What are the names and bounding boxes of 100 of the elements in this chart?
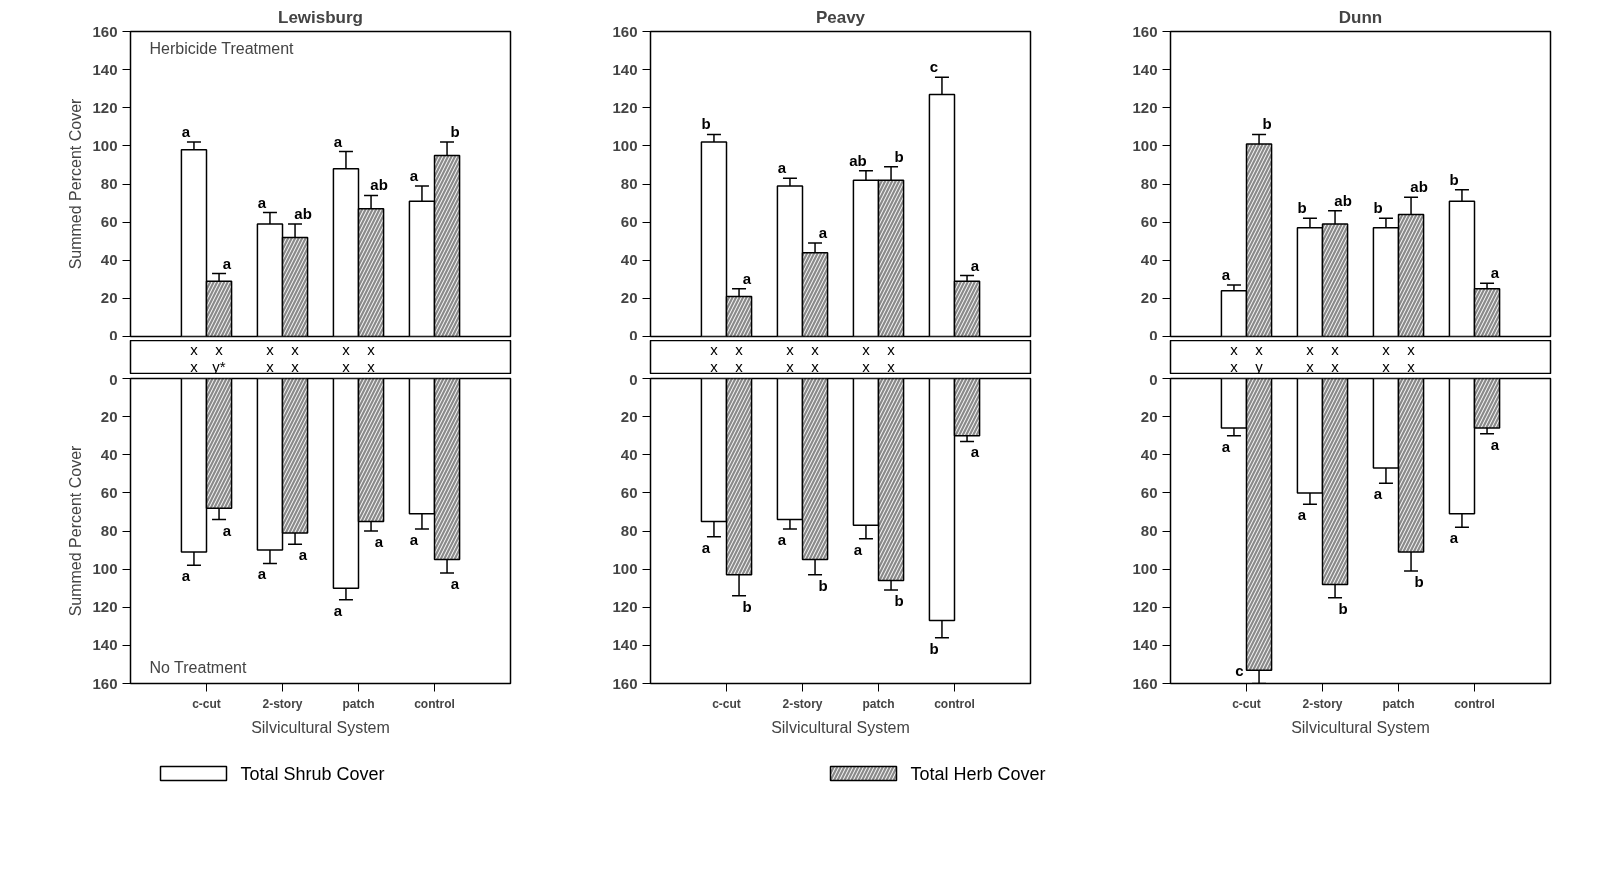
data-label: ab: [370, 176, 388, 194]
y-tick-label: 120: [1132, 98, 1158, 116]
data-label: ab: [1410, 178, 1428, 196]
data-label: a: [970, 443, 980, 461]
text: x: [342, 357, 351, 375]
y-tick-label: 60: [100, 483, 118, 501]
data-label: c: [929, 58, 939, 76]
data-label: b: [742, 597, 752, 615]
text: x: [1382, 357, 1391, 375]
y-tick-label: 0: [1149, 326, 1158, 344]
y-tick-label: 20: [620, 289, 638, 307]
data-label: a: [777, 531, 787, 549]
y-tick-label: 20: [1140, 407, 1158, 425]
x-tick-label: control: [414, 696, 455, 711]
data-label: a: [374, 533, 384, 550]
data-label: ab: [849, 151, 867, 169]
text: x: [1407, 357, 1416, 375]
y-tick-label: 80: [620, 175, 638, 192]
text: x: [1306, 340, 1315, 358]
legend-label: Total Shrub Cover: [240, 763, 385, 784]
text: x: [735, 340, 744, 358]
y-tick-label: 120: [92, 598, 118, 616]
x-tick-label: c-cut: [1232, 696, 1261, 711]
chart-title: Peavy: [815, 7, 866, 27]
data-label: a: [298, 546, 308, 564]
text: x: [342, 340, 351, 358]
y-tick-label: 60: [100, 213, 118, 231]
data-label: a: [1449, 529, 1459, 547]
text: x: [735, 357, 744, 375]
y-tick-label: 140: [1132, 636, 1158, 654]
data-label: b: [1262, 115, 1272, 133]
y-tick-label: 120: [1132, 598, 1158, 616]
y-tick-label: 160: [92, 674, 118, 692]
y-tick-label: 140: [612, 60, 638, 78]
text: x: [1407, 340, 1416, 358]
y-tick-label: 100: [1132, 136, 1158, 154]
data-label: a: [1373, 485, 1383, 503]
data-label: b: [1414, 573, 1424, 591]
data-label: a: [257, 565, 267, 583]
text: x: [1230, 357, 1239, 375]
y-tick-label: 160: [612, 674, 638, 692]
y-axis-title: Summed Percent Cover: [67, 444, 85, 617]
data-label: b: [818, 576, 828, 594]
text: x: [1255, 340, 1264, 358]
text: x: [291, 340, 300, 358]
y-tick-label: 40: [1140, 445, 1158, 463]
text: x: [887, 357, 896, 375]
text: x: [710, 340, 719, 358]
y-tick-label: 60: [1140, 213, 1158, 231]
y-tick-label: 80: [100, 522, 118, 539]
x-tick-label: patch: [862, 696, 895, 711]
data-label: a: [181, 567, 191, 585]
data-label: a: [1221, 437, 1231, 455]
chart-title: Dunn: [1338, 7, 1383, 27]
x-tick-label: c-cut: [712, 696, 741, 711]
data-label: ab: [294, 205, 312, 223]
text: x: [190, 357, 199, 375]
x-tick-label: 2-story: [262, 696, 303, 711]
data-label: a: [333, 601, 343, 619]
data-label: a: [742, 269, 752, 287]
x-axis-title: Silvicultural System: [771, 718, 910, 736]
y-tick-label: 80: [100, 175, 118, 192]
y-tick-label: 40: [100, 445, 118, 463]
y-tick-label: 40: [1140, 251, 1158, 269]
x-tick-label: 2-story: [782, 696, 823, 711]
legend-label: Total Herb Cover: [910, 763, 1046, 784]
text: x: [786, 357, 795, 375]
data-label: b: [1373, 199, 1383, 217]
y-tick-label: 160: [1132, 22, 1158, 40]
data-label: a: [257, 193, 267, 211]
data-label: a: [409, 166, 419, 184]
y-tick-label: 140: [92, 636, 118, 654]
y-tick-label: 0: [109, 370, 118, 388]
x-tick-label: 2-story: [1302, 696, 1343, 711]
y-tick-label: 100: [612, 136, 638, 154]
x-tick-label: patch: [342, 696, 375, 711]
data-label: a: [970, 256, 980, 274]
y-tick-label: 80: [620, 522, 638, 539]
text: x: [291, 357, 300, 375]
text: x: [811, 357, 820, 375]
data-label: a: [777, 159, 787, 177]
text: x: [190, 340, 199, 358]
y-tick-label: 120: [612, 598, 638, 616]
data-label: a: [450, 574, 460, 592]
x-tick-label: c-cut: [192, 696, 221, 711]
y-tick-label: 0: [629, 370, 638, 388]
data-label: a: [1490, 435, 1500, 453]
y-tick-label: 160: [612, 22, 638, 40]
data-label: a: [1221, 266, 1231, 284]
y-axis-title: Summed Percent Cover: [67, 97, 85, 270]
y-tick-label: 100: [1132, 560, 1158, 578]
y-tick-label: 120: [92, 98, 118, 116]
y-tick-label: 160: [92, 22, 118, 40]
y-tick-label: 0: [1149, 370, 1158, 388]
data-label: b: [894, 592, 904, 610]
text: x: [811, 340, 820, 358]
x-axis-title: Silvicultural System: [1291, 718, 1430, 736]
y-tick-label: 40: [100, 251, 118, 269]
x-axis-title: Silvicultural System: [251, 718, 390, 736]
y-tick-label: 40: [620, 445, 638, 463]
